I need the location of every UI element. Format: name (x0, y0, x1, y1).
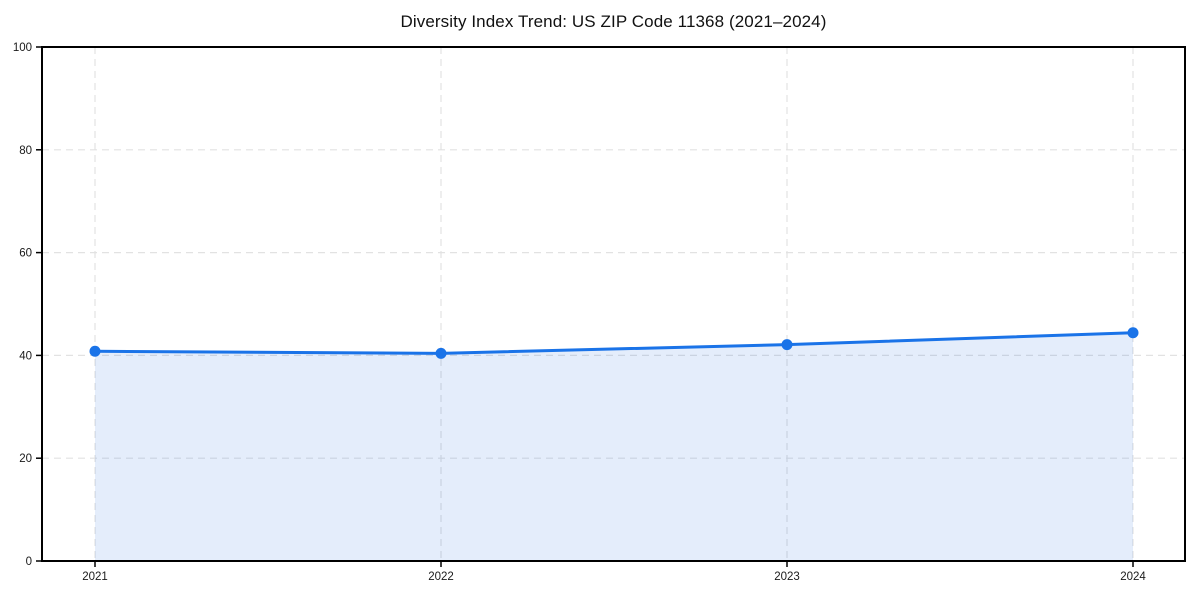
y-tick-label: 0 (26, 556, 32, 568)
trend-line (93, 331, 1135, 355)
plot-border (41, 46, 1186, 562)
data-point-2023 (781, 339, 793, 351)
y-tick-label: 20 (19, 453, 32, 465)
x-tick-label: 2021 (82, 571, 108, 583)
y-tick-label: 80 (19, 145, 32, 157)
y-tick-label: 100 (13, 42, 32, 54)
data-point-2022 (435, 347, 447, 359)
x-tick-label: 2024 (1120, 571, 1146, 583)
y-tick-label: 60 (19, 248, 32, 260)
area-fill (95, 332, 1133, 561)
x-tick-label: 2022 (428, 571, 454, 583)
data-point-2021 (89, 345, 101, 357)
x-tick-label: 2023 (774, 571, 800, 583)
y-tick-label: 40 (19, 350, 32, 362)
data-point-2024 (1127, 327, 1139, 339)
chart-title: Diversity Index Trend: US ZIP Code 11368… (400, 12, 827, 31)
